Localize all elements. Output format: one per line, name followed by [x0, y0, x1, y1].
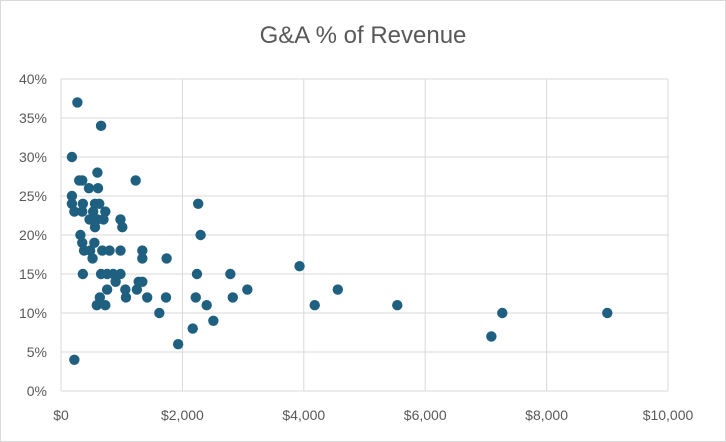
- data-point: [294, 261, 305, 272]
- data-point: [187, 323, 198, 334]
- data-point: [120, 292, 132, 303]
- y-tick-label: 40%: [19, 71, 47, 87]
- data-point: [190, 292, 201, 303]
- data-point: [130, 175, 141, 186]
- y-tick-label: 10%: [19, 305, 47, 321]
- data-point: [87, 253, 98, 264]
- data-point: [160, 292, 172, 303]
- data-point: [100, 206, 111, 217]
- data-point: [95, 120, 107, 131]
- data-point: [227, 292, 238, 303]
- gridlines: [60, 78, 669, 392]
- data-point: [108, 268, 119, 280]
- data-point: [392, 300, 403, 311]
- data-point: [172, 339, 184, 350]
- data-point: [84, 245, 96, 256]
- data-point: [602, 307, 613, 319]
- data-point: [332, 284, 343, 295]
- data-point: [137, 245, 148, 256]
- data-point: [195, 229, 206, 241]
- data-point: [87, 206, 99, 217]
- data-point: [161, 253, 172, 264]
- data-point: [66, 198, 78, 209]
- y-tick-label: 15%: [19, 266, 47, 282]
- data-points: [66, 97, 613, 365]
- data-point: [137, 276, 148, 287]
- x-tick-label: $8,000: [525, 407, 568, 423]
- y-tick-label: 25%: [19, 188, 47, 204]
- y-tick-label: 30%: [19, 149, 47, 165]
- data-point: [242, 284, 253, 295]
- x-tick-label: $10,000: [643, 407, 694, 423]
- data-point: [98, 214, 109, 225]
- data-point: [91, 300, 103, 311]
- data-point: [120, 284, 131, 295]
- data-point: [115, 214, 126, 225]
- data-point: [94, 292, 106, 303]
- data-point: [97, 245, 108, 256]
- data-point: [115, 268, 126, 280]
- data-point: [191, 268, 203, 280]
- data-point: [89, 222, 101, 233]
- y-tick-label: 5%: [27, 344, 47, 360]
- data-point: [141, 292, 153, 303]
- data-point: [110, 276, 121, 287]
- data-point: [497, 307, 508, 319]
- data-point: [92, 183, 104, 194]
- data-point: [208, 315, 219, 326]
- data-point: [115, 245, 126, 256]
- x-tick-label: $6,000: [404, 407, 447, 423]
- data-point: [84, 214, 95, 225]
- y-tick-label: 0%: [27, 383, 47, 399]
- data-point: [104, 245, 115, 256]
- data-point: [83, 183, 95, 194]
- data-point: [77, 206, 88, 217]
- data-point: [137, 253, 148, 264]
- tick-labels: 0% 5% 10% 15% 20% 25% 30% 35% 40% $0 $2,000 $4,000 $…: [19, 71, 694, 423]
- data-point: [225, 268, 236, 280]
- data-point: [69, 354, 80, 365]
- data-point: [66, 190, 78, 202]
- data-point: [77, 268, 89, 280]
- data-point: [92, 167, 103, 178]
- data-point: [77, 175, 88, 186]
- data-point: [192, 198, 204, 209]
- data-point: [75, 229, 86, 241]
- data-point: [89, 237, 100, 248]
- x-tick-label: $0: [53, 407, 69, 423]
- data-point: [94, 198, 105, 209]
- data-point: [486, 331, 497, 342]
- data-point: [201, 300, 212, 311]
- data-point: [131, 284, 143, 295]
- data-point: [100, 300, 111, 311]
- data-point: [66, 151, 78, 163]
- data-point: [101, 284, 113, 295]
- data-point: [77, 237, 88, 248]
- data-point: [69, 206, 80, 217]
- y-tick-label: 20%: [19, 227, 47, 243]
- data-point: [154, 307, 165, 319]
- chart-title: G&A % of Revenue: [259, 22, 467, 49]
- x-tick-label: $4,000: [282, 407, 325, 423]
- data-point: [117, 222, 128, 233]
- x-tick-label: $2,000: [161, 407, 204, 423]
- y-tick-label: 35%: [19, 110, 47, 126]
- data-point: [309, 300, 320, 311]
- data-point: [72, 97, 83, 108]
- data-point: [77, 198, 89, 209]
